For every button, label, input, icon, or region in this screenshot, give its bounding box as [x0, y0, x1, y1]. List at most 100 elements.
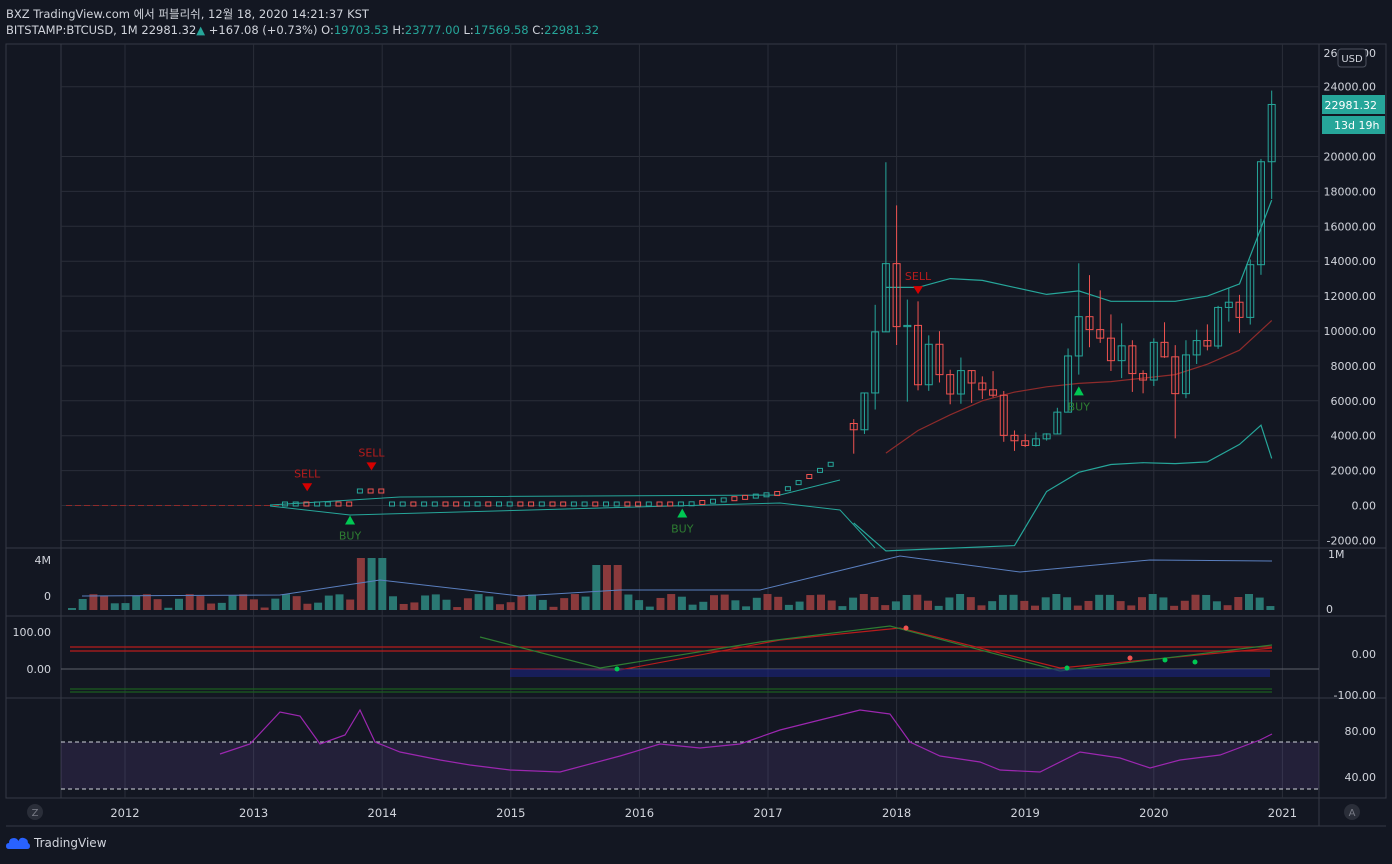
volume-bar	[677, 596, 686, 610]
volume-bar	[431, 594, 440, 610]
volume-bar	[913, 594, 922, 610]
volume-bar	[838, 606, 847, 610]
price-axis[interactable]: 26000.00 USD 24000.0020000.0018000.00160…	[1322, 47, 1385, 547]
rsi-pane[interactable]	[5, 697, 1387, 799]
last-price-tag-text: 22981.32	[1325, 99, 1378, 112]
volume-bar	[1031, 605, 1039, 610]
early-candle	[517, 501, 524, 507]
early-candle	[453, 501, 460, 507]
early-candle	[560, 501, 567, 507]
volume-bar	[731, 600, 740, 610]
volume-bar	[774, 596, 783, 610]
candle-body	[914, 324, 923, 386]
price-tick-label: 12000.00	[1324, 290, 1377, 303]
candle-body	[1128, 345, 1137, 375]
candle-body	[1224, 301, 1233, 308]
sell-triangle-icon	[913, 286, 924, 295]
volume-bar	[121, 603, 130, 610]
volume-left-bottom: 0	[44, 590, 51, 603]
volume-bar	[142, 594, 151, 610]
osc-histogram	[510, 669, 1270, 677]
early-candle	[667, 501, 674, 507]
volume-bar	[389, 596, 397, 610]
time-tick-label: 2019	[1011, 806, 1040, 820]
candle-body	[881, 263, 890, 333]
volume-bar	[635, 600, 644, 610]
zoom-button[interactable]: Z	[32, 808, 39, 819]
volume-bar	[699, 601, 708, 610]
early-candle	[474, 501, 481, 507]
volume-bar	[1223, 605, 1232, 610]
volume-ma-line	[81, 555, 1273, 597]
volume-bar	[945, 597, 954, 610]
early-candle	[410, 501, 417, 507]
countdown-text: 13d 19h	[1334, 119, 1379, 132]
countdown-tag	[1322, 116, 1385, 134]
volume-bar	[1041, 597, 1050, 610]
volume-bar	[1266, 606, 1275, 610]
volume-bar	[902, 594, 911, 610]
volume-bar	[249, 599, 258, 610]
auto-scale-button[interactable]: A	[1349, 808, 1356, 819]
candle-body	[1064, 355, 1073, 413]
volume-bar	[153, 599, 162, 610]
volume-bar	[1191, 594, 1200, 610]
early-candle	[763, 492, 770, 498]
price-tick-label: 24000.00	[1324, 81, 1377, 94]
osc-left-bottom: 0.00	[27, 663, 52, 676]
volume-bar	[688, 604, 697, 610]
early-candle	[570, 501, 577, 507]
early-candle	[538, 501, 545, 507]
volume-bar	[710, 595, 718, 610]
early-candle	[324, 501, 331, 507]
symbol-name[interactable]: BITSTAMP:BTCUSD, 1M	[6, 23, 138, 37]
volume-bar	[1255, 597, 1264, 610]
candle-body	[849, 422, 858, 431]
tradingview-logo[interactable]: TradingView	[6, 836, 107, 850]
buy-label: BUY	[339, 529, 362, 542]
volume-bar	[442, 599, 451, 610]
candle-body	[1246, 264, 1255, 318]
volume-bar	[1073, 605, 1082, 610]
price-tick-label: 16000.00	[1324, 220, 1377, 233]
signal-markers: SELL SELL BUY BUY SELL BUY	[294, 270, 1090, 542]
volume-bar	[827, 600, 836, 610]
volume-bar	[528, 594, 537, 610]
volume-bar	[645, 606, 654, 610]
volume-bar	[1138, 597, 1146, 610]
volume-bar	[335, 594, 344, 610]
open-label: O:	[321, 23, 334, 37]
early-candle	[356, 488, 363, 494]
time-axis[interactable]: 2012 2013 2014 2015 2016 2017 2018 2019 2020 2021	[110, 806, 1297, 820]
candle-body	[935, 343, 944, 376]
volume-bar	[849, 597, 858, 610]
volume-bar	[303, 603, 312, 610]
volume-bar	[1105, 594, 1114, 610]
volume-bar	[1052, 594, 1061, 610]
price-tick-label: 18000.00	[1324, 185, 1377, 198]
candle-body	[924, 343, 933, 386]
volume-bar	[68, 608, 76, 610]
volume-bar	[292, 596, 301, 610]
volume-bar	[1170, 605, 1179, 610]
early-candle	[613, 501, 620, 507]
candle-body	[860, 392, 869, 431]
candle-body	[871, 331, 880, 394]
early-candle	[389, 501, 395, 507]
candle-body	[1106, 337, 1115, 362]
volume-bar	[1202, 594, 1211, 610]
volume-bar	[592, 565, 601, 610]
early-candle	[335, 501, 342, 507]
early-candle	[742, 494, 749, 500]
time-tick-label: 2020	[1139, 806, 1168, 820]
candle-body	[892, 263, 901, 328]
osc-cross-dot	[1127, 655, 1133, 661]
sell-label: SELL	[905, 270, 932, 283]
volume-bar	[613, 565, 622, 610]
osc-cross-dot	[1064, 665, 1070, 671]
volume-bar	[410, 602, 419, 610]
volume-bar	[89, 594, 98, 610]
candle-body	[967, 370, 976, 384]
tradingview-cloud-icon	[6, 837, 30, 849]
